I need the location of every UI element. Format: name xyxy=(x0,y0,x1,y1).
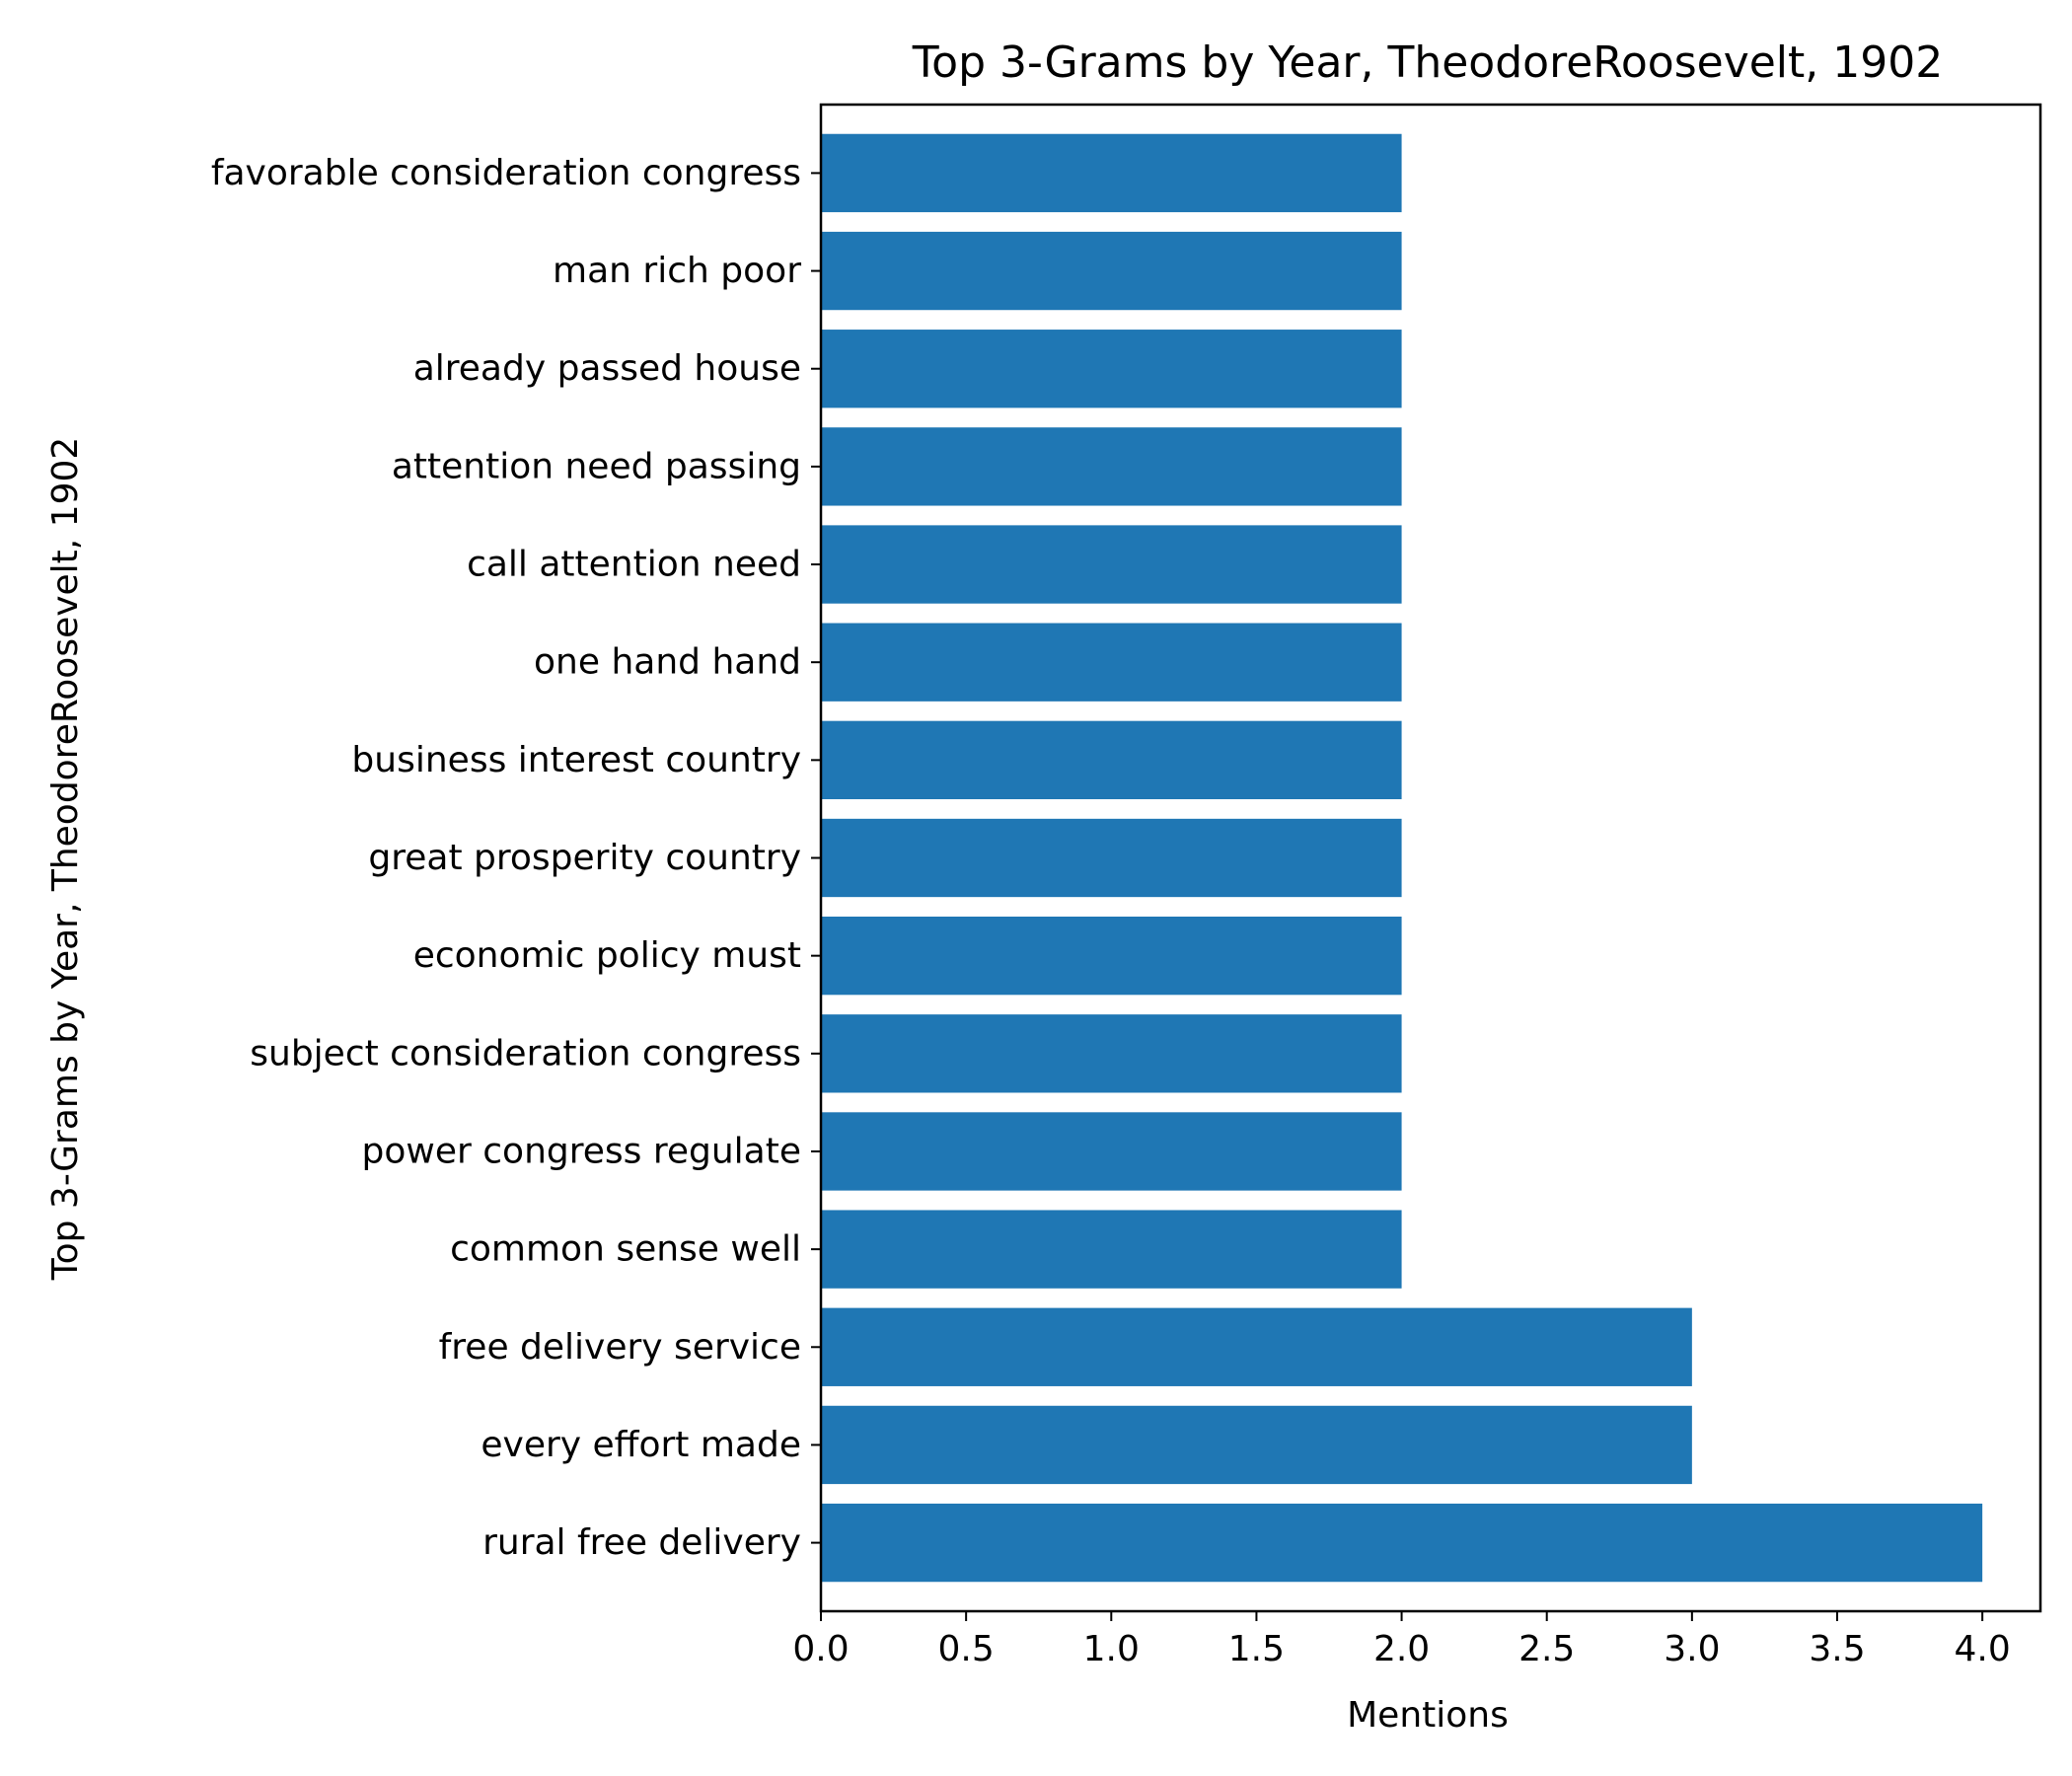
bar xyxy=(821,427,1402,506)
y-tick-label: attention need passing xyxy=(392,446,801,486)
y-tick-label: rural free delivery xyxy=(482,1522,801,1563)
x-tick-label: 1.5 xyxy=(1228,1629,1285,1669)
y-axis-ticks: rural free delivery every effort made free… xyxy=(211,153,821,1563)
y-tick-label: already passed house xyxy=(413,348,801,389)
y-tick-label: business interest country xyxy=(351,740,801,780)
bar xyxy=(821,1503,1983,1583)
bar xyxy=(821,231,1402,311)
bar xyxy=(821,1405,1692,1485)
bar xyxy=(821,1112,1402,1191)
y-tick-label: every effort made xyxy=(481,1425,801,1465)
x-tick-label: 1.0 xyxy=(1083,1629,1140,1669)
plot-frame xyxy=(819,103,2042,1613)
x-tick-label: 2.0 xyxy=(1373,1629,1430,1669)
y-tick-label: man rich poor xyxy=(553,251,801,291)
y-tick-label: free delivery service xyxy=(439,1327,801,1368)
bar xyxy=(821,1014,1402,1093)
y-tick-label: favorable consideration congress xyxy=(211,153,801,193)
chart-title: Top 3-Grams by Year, TheodoreRoosevelt, … xyxy=(912,37,1943,88)
y-tick-label: common sense well xyxy=(450,1229,801,1270)
y-tick-label: great prosperity country xyxy=(368,838,801,878)
x-tick-label: 0.5 xyxy=(938,1629,995,1669)
bar xyxy=(821,916,1402,996)
bar xyxy=(821,818,1402,898)
y-tick-label: one hand hand xyxy=(534,642,801,683)
bar xyxy=(821,330,1402,408)
bar xyxy=(821,623,1402,702)
y-tick-label: economic policy must xyxy=(413,935,801,976)
x-tick-label: 0.0 xyxy=(792,1629,849,1669)
bar xyxy=(821,720,1402,800)
x-tick-label: 4.0 xyxy=(1955,1629,2011,1669)
x-tick-label: 3.5 xyxy=(1809,1629,1865,1669)
bar xyxy=(821,525,1402,604)
bars-group xyxy=(821,133,1983,1583)
bar xyxy=(821,133,1402,213)
y-tick-label: power congress regulate xyxy=(362,1131,801,1171)
y-axis-label: Top 3-Grams by Year, TheodoreRoosevelt, … xyxy=(45,437,86,1282)
x-tick-label: 3.0 xyxy=(1664,1629,1720,1669)
x-axis-label: Mentions xyxy=(1347,1695,1509,1736)
bar xyxy=(821,1307,1692,1386)
bar xyxy=(821,1210,1402,1289)
y-tick-label: call attention need xyxy=(467,545,801,585)
y-tick-label: subject consideration congress xyxy=(250,1033,801,1073)
x-axis-ticks: 0.0 0.5 1.0 1.5 2.0 2.5 3.0 3.5 4.0 xyxy=(792,1611,2011,1669)
x-tick-label: 2.5 xyxy=(1518,1629,1575,1669)
